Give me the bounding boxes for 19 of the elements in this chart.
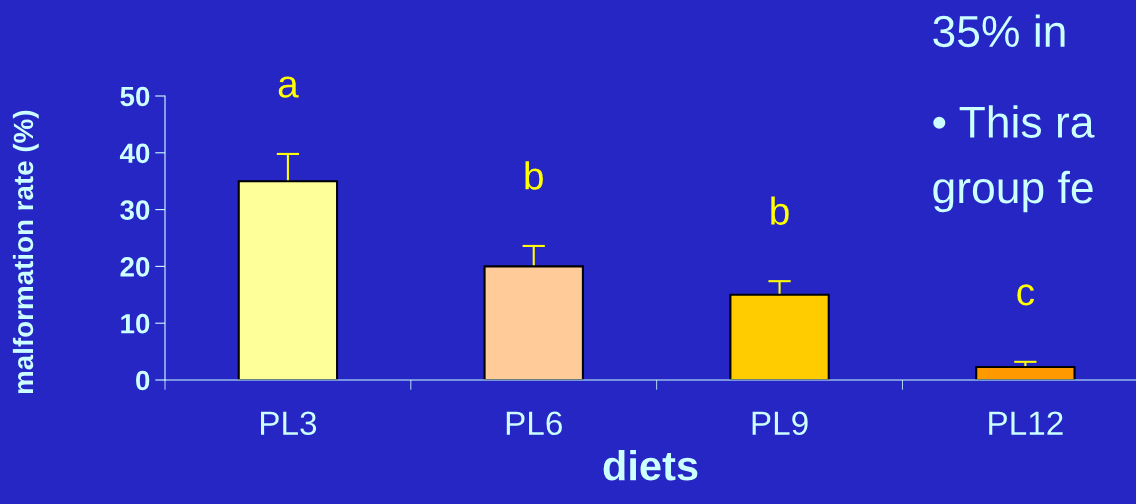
y-tick-label: 0 xyxy=(136,370,150,391)
text: 35% in xyxy=(933,14,1065,48)
x-tick-label: PL9 xyxy=(752,411,808,436)
annotation: b xyxy=(525,161,543,190)
x-tick-label: PL3 xyxy=(260,411,317,436)
y-tick-label: 30 xyxy=(120,200,150,220)
x-tick-label: PL6 xyxy=(506,411,562,436)
y-tick-label: 50 xyxy=(120,86,150,107)
x-axis-title: diets xyxy=(603,449,698,481)
annotation: • This ra xyxy=(933,105,1095,138)
y-tick-label: 10 xyxy=(121,313,150,334)
y-axis-title: malformation rate (%) xyxy=(12,110,39,394)
annotation: group fe xyxy=(933,170,1093,213)
annotation: c xyxy=(1017,284,1035,306)
y-tick-label: 20 xyxy=(120,257,150,277)
x-tick-label: PL12 xyxy=(989,411,1063,435)
annotation: a xyxy=(278,76,299,98)
y-tick-label: 40 xyxy=(119,143,150,164)
annotation: b xyxy=(771,196,789,225)
